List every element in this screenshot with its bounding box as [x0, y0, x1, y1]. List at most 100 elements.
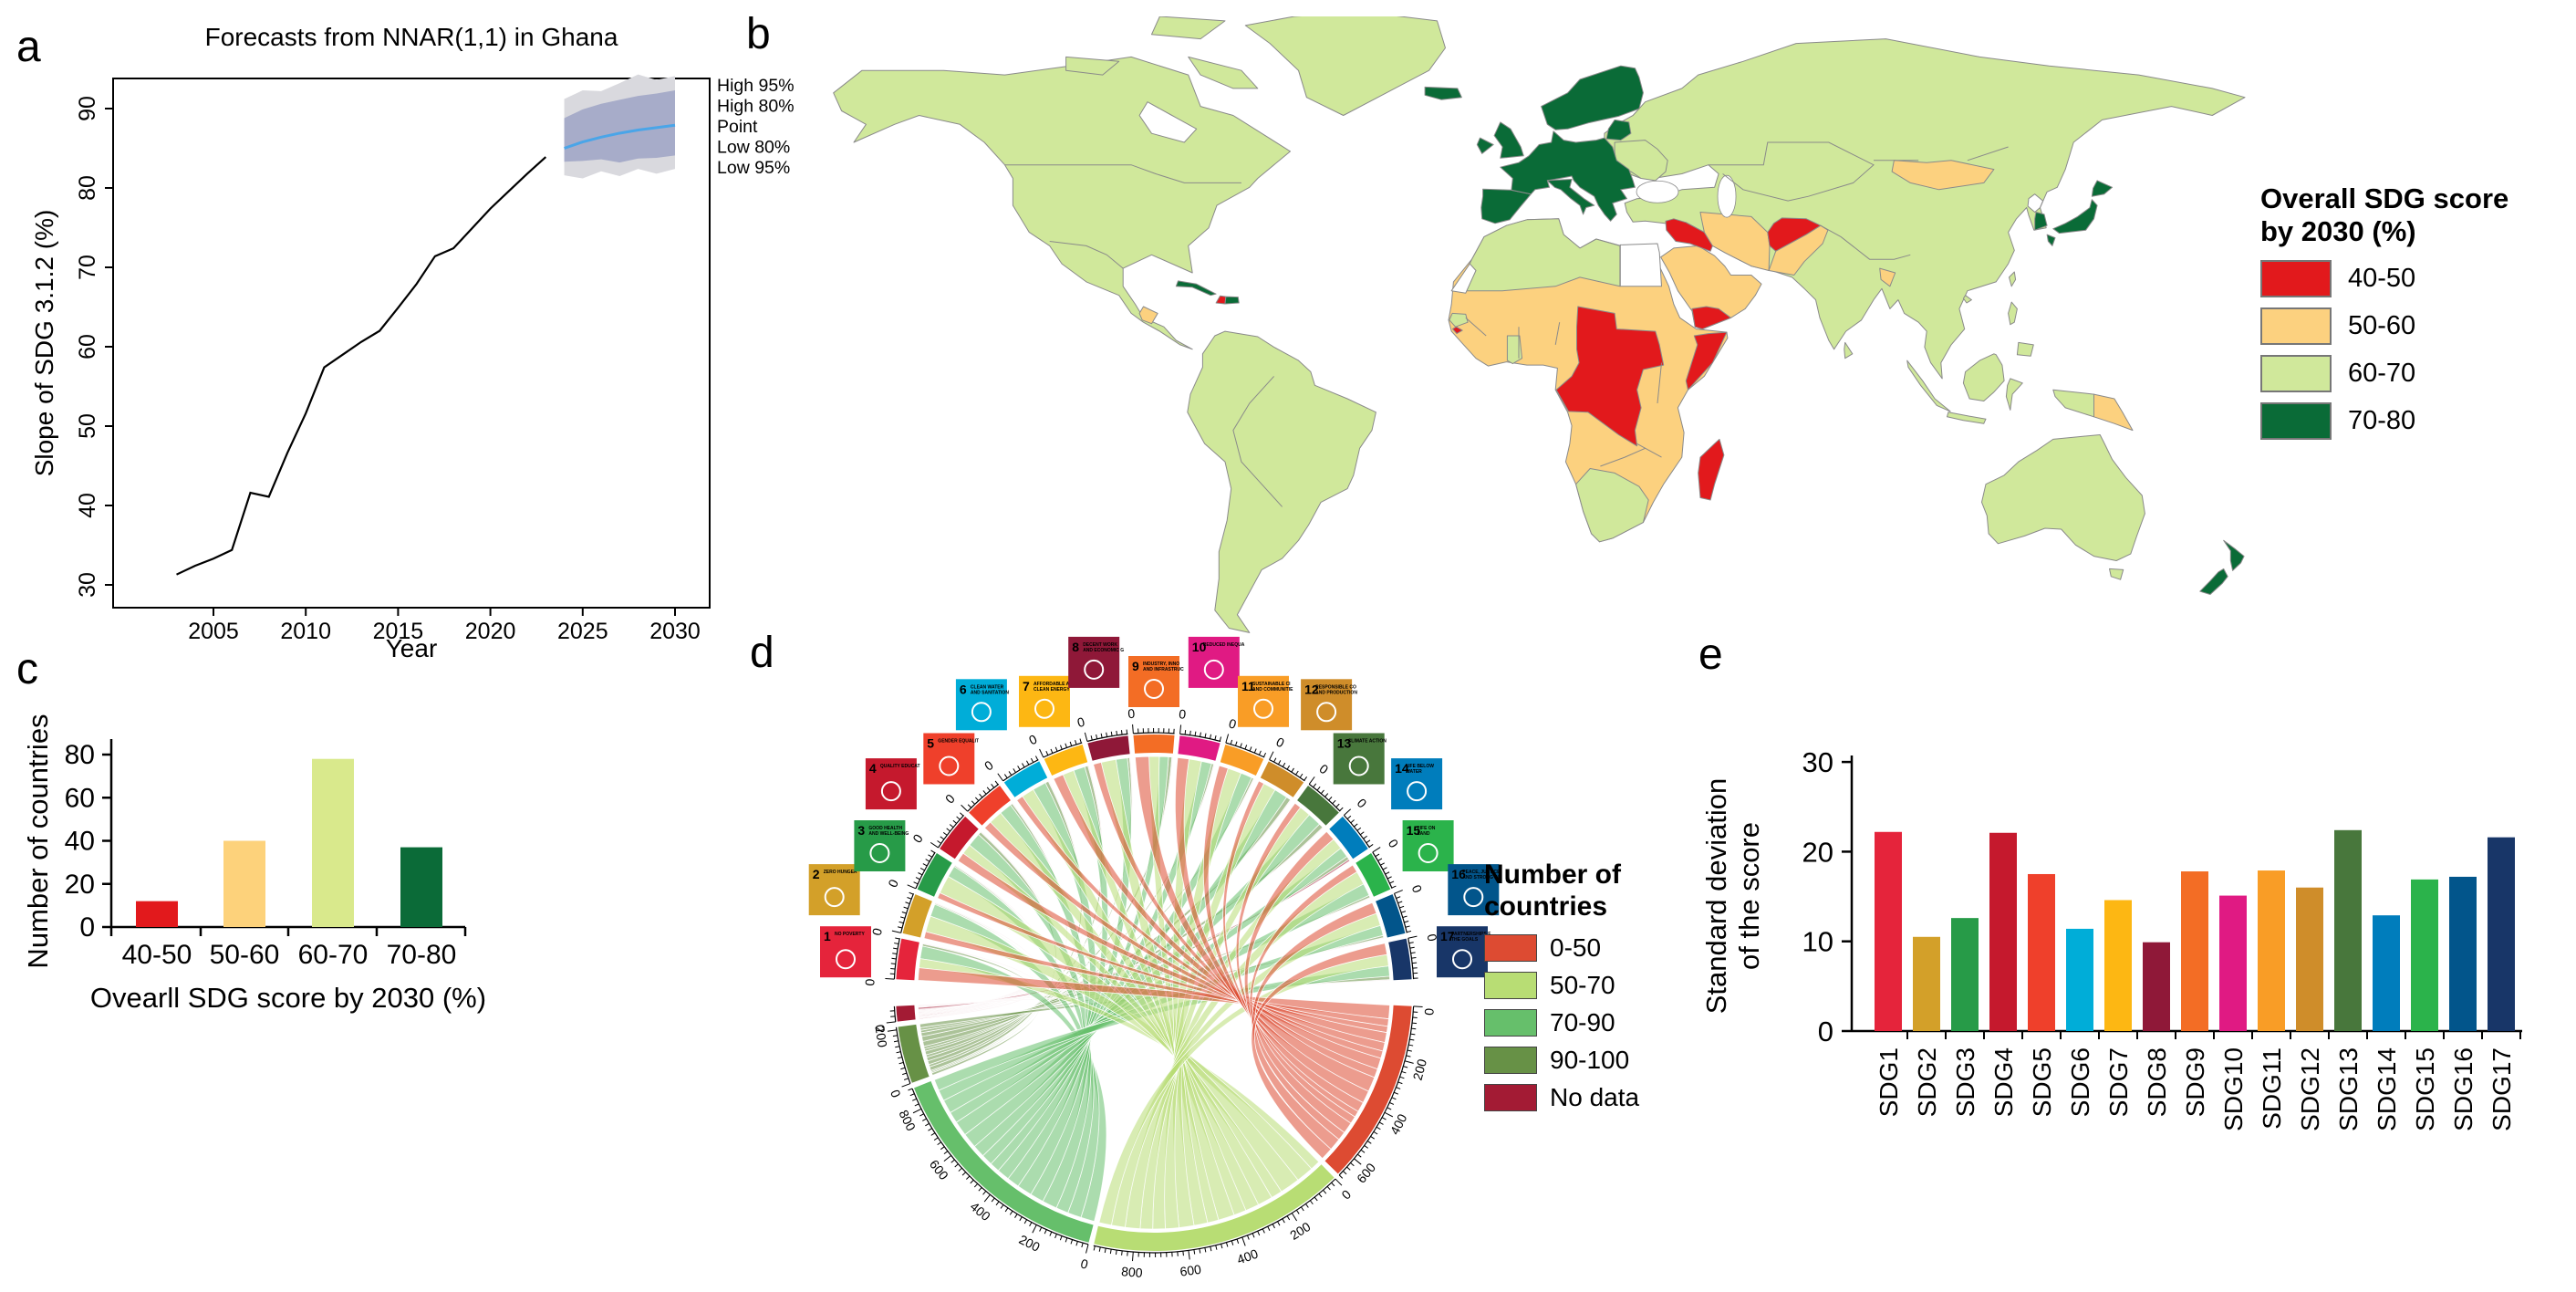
ribbon-SDG16-50-70	[1110, 912, 1381, 1228]
axis-tick	[950, 1159, 955, 1163]
axis-tick	[1184, 730, 1187, 735]
axis-tick	[893, 1040, 899, 1043]
arc-sdg11	[1220, 745, 1264, 776]
axis-tick	[1403, 1066, 1408, 1068]
sdg-5-icon-number: 5	[927, 736, 934, 751]
sdg-3-icon-title2: AND WELL-BEING	[868, 831, 909, 837]
sdg-6-icon-glyph	[971, 702, 992, 723]
sdg-5-icon: 5 GENDER EQUALIT	[923, 733, 979, 785]
axis-scale-label: 600	[1354, 1160, 1378, 1185]
axis-scale-label: 0	[1409, 882, 1426, 894]
sdg-14-icon-title2: WATER	[1406, 769, 1422, 775]
ribbon-SDG7-0-50	[1053, 774, 1382, 1070]
caspian-sea	[1717, 174, 1737, 218]
axis-tick	[1269, 751, 1274, 760]
axis-tick	[1090, 735, 1093, 741]
axis-tick	[1054, 1234, 1057, 1239]
arc-sdg15-axis	[1372, 851, 1393, 890]
axis-tick	[1240, 743, 1242, 748]
axis-tick	[1354, 1158, 1362, 1165]
region-yemen	[1691, 306, 1731, 330]
history-line	[176, 156, 547, 576]
axis-tick	[1384, 1111, 1394, 1118]
region-south-america	[1187, 330, 1376, 633]
chord-legend-item: 50-70	[1484, 971, 1758, 1000]
region-nz-south	[2199, 568, 2228, 595]
axis-tick	[1363, 835, 1367, 839]
ribbon-SDG5-0-50	[983, 821, 1386, 1052]
axis-tick	[1335, 803, 1340, 808]
axis-tick	[1323, 1190, 1327, 1194]
axis-tick	[1359, 831, 1365, 836]
x-category-label: SDG7	[2104, 1047, 2133, 1117]
sdg-3-icon-number: 3	[857, 823, 865, 838]
chord-legend-title-line2: countries	[1484, 891, 1608, 922]
chord-legend: Number of countries 0-50 50-70 70-90 90-100…	[1484, 860, 1758, 1120]
axis-tick	[958, 1167, 962, 1172]
region-ireland	[1476, 137, 1494, 154]
axis-tick	[946, 828, 950, 832]
axis-scale-label: 0	[1316, 761, 1331, 777]
x-category-label: SDG10	[2219, 1047, 2248, 1131]
axis-scale-label: 200	[1410, 1058, 1430, 1082]
region-ellesmere	[1151, 16, 1226, 40]
axis-scale-label: 0	[1421, 1007, 1436, 1016]
axis-tick	[1387, 876, 1392, 880]
region-arabia	[1660, 245, 1762, 330]
axis-tick	[894, 943, 899, 944]
axis-tick	[1013, 768, 1016, 773]
arc-sdg6	[1003, 761, 1048, 797]
x-tick-label: 2030	[649, 619, 701, 644]
axis-tick	[900, 916, 906, 919]
axis-tick	[1354, 823, 1358, 828]
region-madagascar	[1698, 438, 1725, 501]
country-border	[1820, 224, 1911, 260]
axis-tick	[1391, 885, 1397, 889]
country-border	[1004, 164, 1241, 183]
axis-tick	[1106, 732, 1108, 737]
region-mindanao	[2016, 341, 2034, 357]
sdg-16-icon-number: 16	[1451, 867, 1466, 881]
axis-tick	[974, 797, 980, 801]
map-legend-label: 50-60	[2348, 311, 2416, 341]
forecast-legend-label: Low 80%	[717, 138, 790, 158]
bar-sdg1	[1875, 831, 1902, 1031]
sdg-10-icon-title: REDUCED INEQUA	[1203, 642, 1245, 648]
axis-tick	[1030, 757, 1034, 763]
axis-tick	[925, 1122, 930, 1127]
axis-tick	[918, 872, 923, 876]
arc-sdg10	[1178, 735, 1220, 761]
axis-scale-label: 0	[1386, 837, 1402, 850]
axis-tick	[896, 1051, 901, 1054]
axis-scale-label: 0	[982, 757, 996, 774]
sdg-1-icon-number: 1	[824, 929, 831, 943]
region-sri-lanka	[1844, 341, 1854, 359]
axis-tick	[898, 1061, 904, 1065]
sdg-8-icon-title: DECENT WORK	[1083, 642, 1117, 648]
axis-tick	[1314, 1196, 1318, 1202]
country-border	[1600, 447, 1646, 467]
axis-tick	[1346, 815, 1352, 820]
region-greenland	[1244, 16, 1446, 116]
axis-tick	[1291, 767, 1294, 773]
axis-tick	[1200, 732, 1201, 737]
y-tick-label: 20	[65, 870, 95, 900]
axis-tick	[982, 790, 987, 795]
bar-sdg12	[2296, 887, 2323, 1031]
y-tick-label: 80	[65, 740, 95, 770]
sdg-4-icon: 4 QUALITY EDUCAT	[865, 758, 920, 810]
axis-tick	[1335, 1178, 1343, 1186]
axis-tick	[1372, 847, 1381, 853]
axis-tick	[961, 1172, 967, 1176]
y-tick-label: 30	[1802, 746, 1833, 778]
axis-tick	[909, 1093, 915, 1097]
bar-sdg17	[2488, 837, 2515, 1031]
map-legend-swatch	[2260, 307, 2332, 346]
axis-scale-label: 800	[1121, 1264, 1144, 1280]
sdg-10-icon-number: 10	[1192, 640, 1207, 654]
sdg-15-icon-title: LIFE ON	[1418, 826, 1436, 831]
ribbon-SDG11-70-90	[973, 772, 1252, 1157]
axis-tick	[898, 926, 903, 929]
axis-tick	[1328, 797, 1333, 801]
